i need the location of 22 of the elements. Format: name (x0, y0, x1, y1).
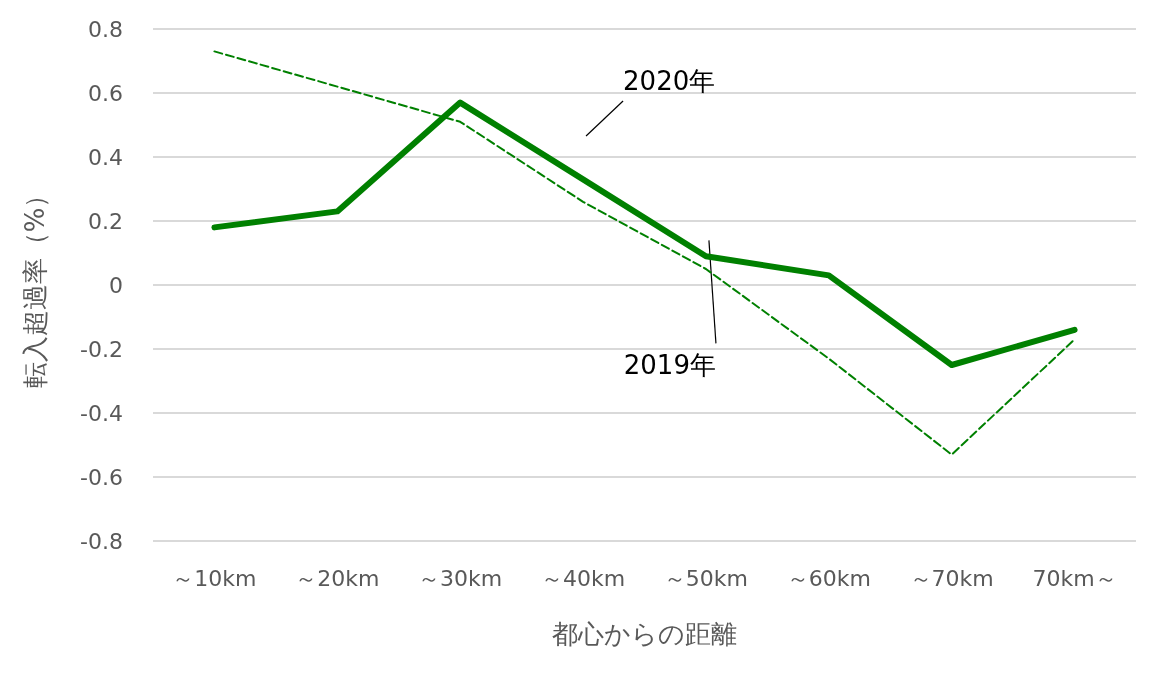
y-tick-label: 0.4 (88, 144, 123, 170)
y-tick-label: 0.2 (88, 208, 123, 234)
x-tick-label: ～10km (172, 565, 257, 591)
y-axis-title: 転入超過率（%） (20, 181, 50, 389)
y-tick-label: -0.4 (80, 400, 123, 426)
text: 2019年 (623, 350, 716, 381)
y-tick-label: 0.6 (88, 80, 123, 106)
line-series (213, 50, 1076, 456)
x-tick-label: ～40km (540, 565, 626, 591)
y-tick-label: -0.6 (80, 464, 123, 490)
y-tick-label: 0.8 (88, 16, 123, 42)
x-tick-label: ～60km (786, 565, 871, 591)
x-tick-label: ～70km (909, 565, 994, 591)
x-tick-label: ～30km (418, 565, 503, 591)
x-tick-label: ～20km (295, 565, 380, 591)
y-tick-label: -0.2 (80, 336, 123, 362)
x-tick-label: 70km～ (1032, 565, 1117, 591)
y-tick-label: 0 (109, 272, 123, 298)
x-axis-title: 都心からの距離 (552, 619, 737, 649)
text: 2020年 (623, 66, 716, 96)
y-tick-label: -0.8 (80, 528, 123, 554)
x-tick-label: ～50km (663, 565, 749, 591)
